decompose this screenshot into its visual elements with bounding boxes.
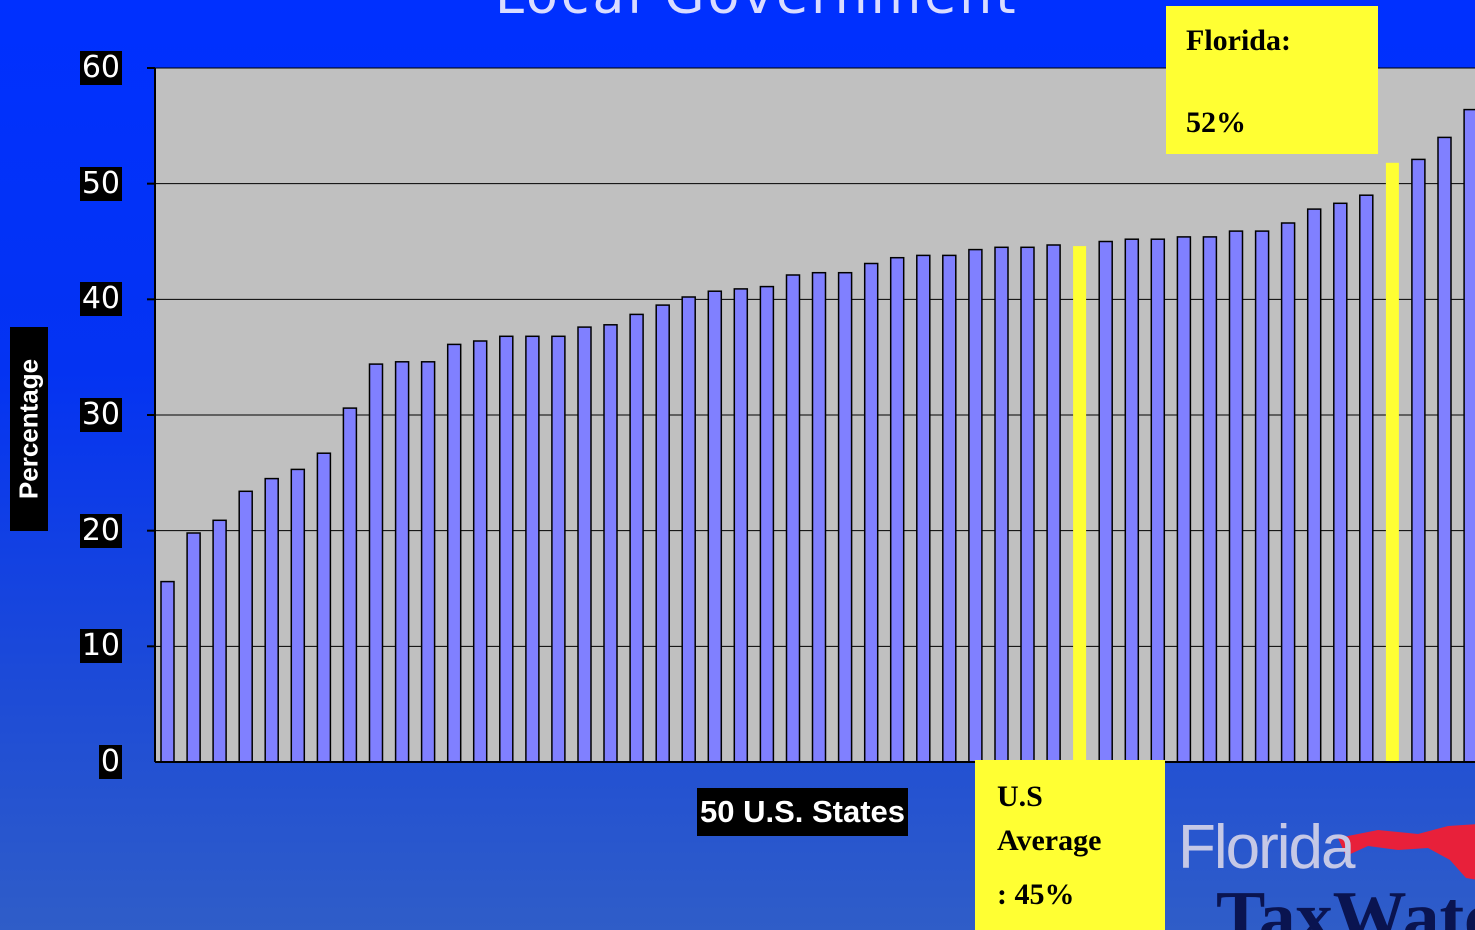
bar [942, 254, 957, 763]
bar [1020, 246, 1035, 763]
florida-taxwatch-logo: Florida TaxWatch [1178, 812, 1475, 930]
logo-text-taxwatch: TaxWatch [1216, 877, 1475, 930]
florida-callout-title: Florida: [1186, 24, 1291, 57]
bar [785, 274, 801, 763]
bar [837, 271, 853, 763]
y-tick-label: 0 [98, 744, 122, 779]
bar [238, 490, 253, 763]
bar [1046, 244, 1061, 763]
y-axis-label-text: Percentage [13, 358, 44, 500]
bar [655, 304, 670, 763]
bar [394, 361, 410, 763]
bar [1254, 230, 1270, 763]
bar [1202, 236, 1218, 763]
bar [994, 246, 1009, 763]
y-tick-label: 10 [79, 628, 122, 664]
bar [1437, 136, 1452, 763]
y-tick-label: 30 [79, 397, 122, 432]
bar [1359, 194, 1374, 763]
slide-title: Local Government [495, 0, 1019, 26]
us-average-callout-value: : 45% [997, 878, 1075, 911]
bar [446, 343, 462, 763]
bar [1411, 158, 1426, 763]
bar [342, 407, 358, 763]
bar [889, 256, 905, 763]
us-average-callout: U.S Average : 45% [975, 760, 1165, 930]
bar [1463, 108, 1475, 763]
bar [733, 288, 749, 763]
bar [916, 254, 931, 763]
bar [1150, 238, 1166, 763]
bar [212, 519, 227, 763]
bar [1333, 202, 1348, 763]
bar [1124, 238, 1140, 763]
y-tick-label: 50 [79, 165, 122, 201]
bar [290, 468, 306, 763]
logo-text-florida: Florida [1178, 813, 1356, 882]
bar [707, 290, 723, 763]
bar [681, 296, 696, 763]
bar [525, 335, 540, 763]
y-tick-label: 60 [79, 50, 122, 85]
bar [1280, 222, 1296, 763]
us-average-callout-line2: Average [997, 824, 1102, 857]
florida-callout-value: 52% [1186, 106, 1246, 139]
bar [160, 580, 175, 763]
bar [863, 262, 879, 763]
y-axis-label: Percentage [10, 327, 48, 531]
y-tick-label: 20 [79, 512, 122, 548]
bar [499, 335, 514, 763]
bar [1228, 230, 1244, 763]
bar [316, 452, 332, 763]
bar [629, 313, 644, 763]
bar [1176, 236, 1192, 763]
y-tick-label: 40 [79, 281, 122, 317]
bar-highlight [1073, 246, 1087, 763]
bar [472, 340, 488, 763]
bar [368, 363, 384, 763]
bar [968, 248, 983, 763]
bar [1306, 208, 1322, 763]
bar [551, 335, 566, 763]
bar [1098, 240, 1113, 763]
bar [603, 324, 618, 763]
bar [811, 271, 827, 763]
bar-highlight [1385, 162, 1399, 763]
bar [264, 477, 279, 763]
bar [577, 326, 592, 763]
florida-callout: Florida: 52% [1166, 6, 1378, 154]
us-average-callout-line1: U.S [997, 780, 1043, 813]
florida-state-shape-icon [1338, 824, 1475, 880]
x-axis-label: 50 U.S. States [697, 788, 909, 836]
bar [759, 285, 775, 763]
bar [420, 361, 436, 763]
bar [186, 532, 201, 763]
